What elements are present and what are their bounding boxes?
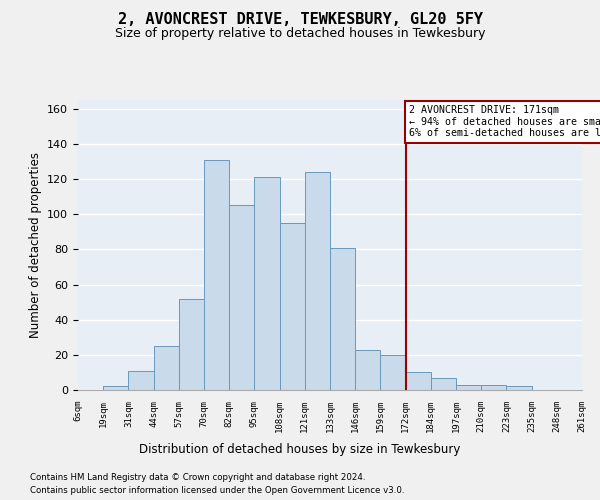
Bar <box>229 206 254 390</box>
Bar <box>280 223 305 390</box>
Text: Contains HM Land Registry data © Crown copyright and database right 2024.: Contains HM Land Registry data © Crown c… <box>30 474 365 482</box>
Bar <box>103 386 128 390</box>
Text: 2, AVONCREST DRIVE, TEWKESBURY, GL20 5FY: 2, AVONCREST DRIVE, TEWKESBURY, GL20 5FY <box>118 12 482 28</box>
Text: Distribution of detached houses by size in Tewkesbury: Distribution of detached houses by size … <box>139 442 461 456</box>
Bar <box>254 178 280 390</box>
Text: 2 AVONCREST DRIVE: 171sqm
← 94% of detached houses are smaller (764)
6% of semi-: 2 AVONCREST DRIVE: 171sqm ← 94% of detac… <box>409 106 600 138</box>
Y-axis label: Number of detached properties: Number of detached properties <box>29 152 41 338</box>
Bar <box>456 384 481 390</box>
Bar <box>431 378 456 390</box>
Bar <box>154 346 179 390</box>
Bar <box>506 386 532 390</box>
Bar <box>179 298 204 390</box>
Bar <box>204 160 229 390</box>
Bar <box>406 372 431 390</box>
Text: Contains public sector information licensed under the Open Government Licence v3: Contains public sector information licen… <box>30 486 404 495</box>
Bar <box>128 370 154 390</box>
Bar <box>380 355 406 390</box>
Text: Size of property relative to detached houses in Tewkesbury: Size of property relative to detached ho… <box>115 28 485 40</box>
Bar <box>355 350 380 390</box>
Bar <box>305 172 330 390</box>
Bar <box>330 248 355 390</box>
Bar <box>481 384 506 390</box>
